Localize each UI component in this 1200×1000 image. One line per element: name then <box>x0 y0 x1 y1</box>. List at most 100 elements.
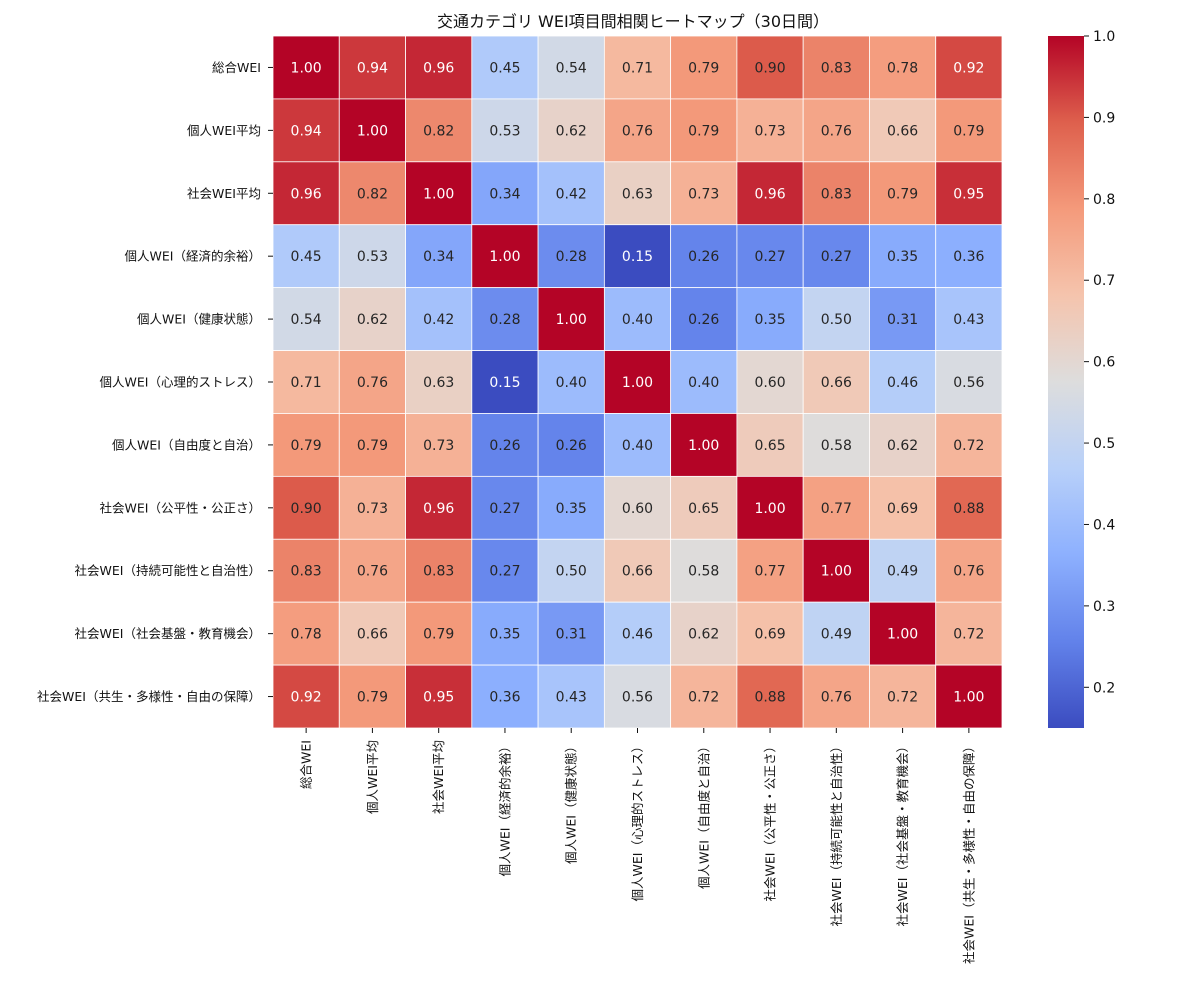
cell-value-label: 0.83 <box>821 186 852 202</box>
cell-value-label: 0.35 <box>887 249 918 265</box>
cell-value-label: 0.95 <box>423 690 454 706</box>
heatmap-cell <box>802 538 870 603</box>
column-tick-label: 個人WEI（経済的余裕） <box>497 740 512 876</box>
cell-value-label: 0.15 <box>489 375 520 391</box>
cell-value-label: 0.31 <box>556 627 587 643</box>
row-tick-label: 個人WEI（経済的余裕） <box>125 249 261 264</box>
cell-value-label: 0.82 <box>423 123 454 139</box>
heatmap-cell <box>338 475 406 540</box>
cell-value-label: 1.00 <box>688 438 719 454</box>
cell-value-label: 0.15 <box>622 249 653 265</box>
heatmap-cell <box>802 161 870 226</box>
heatmap-cells: 1.00 0.94 0.96 0.45 0.54 0.71 0.79 0.90 0.83 0.78… <box>272 35 1003 729</box>
heatmap-cell <box>603 161 672 226</box>
cell-value-label: 0.88 <box>754 690 785 706</box>
heatmap-cell <box>935 161 1003 226</box>
cell-value-label: 0.96 <box>291 186 322 202</box>
heatmap-cell <box>802 98 870 163</box>
cell-value-label: 0.90 <box>754 60 785 76</box>
cell-value-label: 0.77 <box>821 501 852 517</box>
heatmap-cell <box>405 413 473 477</box>
heatmap-cell <box>272 350 340 414</box>
cell-value-label: 0.83 <box>291 564 322 580</box>
cell-value-label: 0.42 <box>556 186 587 202</box>
heatmap-cell <box>736 413 804 477</box>
cell-value-label: 0.66 <box>357 627 388 643</box>
heatmap-cell <box>670 161 738 226</box>
column-tick-labels: 総合WEI 個人WEI平均 社会WEI平均 個人WEI（経済的余裕） 個人WEI（健康状… <box>299 728 976 964</box>
cell-value-label: 0.76 <box>821 690 852 706</box>
heatmap-cell <box>935 664 1003 729</box>
cell-value-label: 0.66 <box>821 375 852 391</box>
heatmap-cell <box>869 413 937 477</box>
cell-value-label: 0.65 <box>688 501 719 517</box>
cell-value-label: 0.35 <box>489 627 520 643</box>
heatmap-cell <box>272 664 340 729</box>
heatmap-cell <box>869 35 937 100</box>
heatmap-cell <box>471 287 539 351</box>
heatmap-cell <box>537 287 605 351</box>
cell-value-label: 0.28 <box>489 312 520 328</box>
cell-value-label: 0.31 <box>887 312 918 328</box>
colorbar-tick-label: 1.0 <box>1093 29 1115 45</box>
cell-value-label: 0.53 <box>489 123 520 139</box>
colorbar-tick-label: 0.9 <box>1093 110 1115 126</box>
cell-value-label: 1.00 <box>556 312 587 328</box>
heatmap-cell <box>736 98 804 163</box>
heatmap-cell <box>736 35 804 100</box>
heatmap-cell <box>338 664 406 729</box>
heatmap-cell <box>471 601 539 666</box>
cell-value-label: 0.69 <box>887 501 918 517</box>
heatmap-cell <box>272 538 340 603</box>
cell-value-label: 0.92 <box>953 60 984 76</box>
cell-value-label: 0.40 <box>622 312 653 328</box>
cell-value-label: 1.00 <box>291 60 322 76</box>
cell-value-label: 0.63 <box>423 375 454 391</box>
cell-value-label: 0.62 <box>357 312 388 328</box>
heatmap-cell <box>272 287 340 351</box>
cell-value-label: 0.79 <box>953 123 984 139</box>
cell-value-label: 0.40 <box>622 438 653 454</box>
cell-value-label: 1.00 <box>887 627 918 643</box>
cell-value-label: 0.58 <box>688 564 719 580</box>
cell-value-label: 0.76 <box>357 564 388 580</box>
column-tick-label: 社会WEI（公平性・公正さ） <box>763 740 778 901</box>
heatmap-cell <box>736 664 804 729</box>
cell-value-label: 0.72 <box>953 438 984 454</box>
cell-value-label: 0.66 <box>887 123 918 139</box>
cell-value-label: 0.40 <box>556 375 587 391</box>
cell-value-label: 0.45 <box>489 60 520 76</box>
cell-value-label: 0.92 <box>291 690 322 706</box>
heatmap-cell <box>537 161 605 226</box>
heatmap-cell <box>272 35 340 100</box>
cell-value-label: 0.72 <box>887 690 918 706</box>
heatmap-cell <box>603 601 672 666</box>
cell-value-label: 0.50 <box>821 312 852 328</box>
cell-value-label: 0.26 <box>489 438 520 454</box>
colorbar-tick-label: 0.5 <box>1093 436 1115 452</box>
cell-value-label: 1.00 <box>357 123 388 139</box>
heatmap-cell <box>603 475 672 540</box>
cell-value-label: 0.63 <box>622 186 653 202</box>
heatmap-cell <box>603 664 672 729</box>
cell-value-label: 0.78 <box>291 627 322 643</box>
heatmap-cell <box>272 601 340 666</box>
heatmap-cell <box>471 538 539 603</box>
cell-value-label: 0.43 <box>556 690 587 706</box>
cell-value-label: 0.76 <box>821 123 852 139</box>
row-tick-label: 社会WEI平均 <box>187 186 261 201</box>
cell-value-label: 1.00 <box>754 501 785 517</box>
heatmap-cell <box>869 538 937 603</box>
heatmap-cell <box>338 224 406 289</box>
cell-value-label: 0.26 <box>688 249 719 265</box>
cell-value-label: 0.79 <box>357 438 388 454</box>
heatmap-cell <box>670 413 738 477</box>
heatmap-cell <box>869 664 937 729</box>
cell-value-label: 0.62 <box>688 627 719 643</box>
cell-value-label: 0.43 <box>953 312 984 328</box>
column-tick-label: 個人WEI（健康状態） <box>564 740 579 864</box>
heatmap-cell <box>736 475 804 540</box>
cell-value-label: 0.95 <box>953 186 984 202</box>
